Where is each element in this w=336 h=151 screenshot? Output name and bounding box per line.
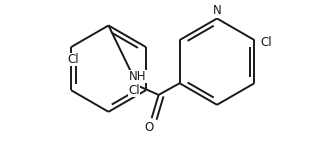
Text: Cl: Cl [260,36,272,49]
Text: O: O [145,121,154,134]
Text: NH: NH [129,70,146,83]
Text: N: N [213,4,221,17]
Text: Cl: Cl [128,84,140,97]
Text: Cl: Cl [68,53,79,66]
